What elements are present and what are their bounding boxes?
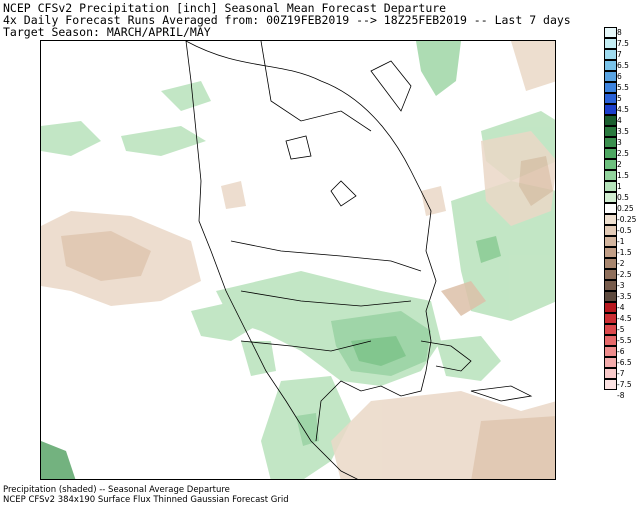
footer-line-1: Precipitation (shaded) -- Seasonal Avera… [3,485,230,495]
colorbar-tick-label: -2.5 [617,270,632,279]
colorbar-tick-label: -3.5 [617,292,632,301]
chart-title-line-2: 4x Daily Forecast Runs Averaged from: 00… [3,13,571,27]
footer-line-2: NCEP CFSv2 384x190 Surface Flux Thinned … [3,495,289,505]
colorbar-swatch [604,137,617,148]
colorbar-tick-label: 1.5 [617,171,629,180]
colorbar-tick-label: 6.5 [617,61,629,70]
colorbar-tick-label: -1 [617,237,625,246]
colorbar-tick-label: 5.5 [617,83,629,92]
colorbar-swatch [604,203,617,214]
colorbar-swatch [604,335,617,346]
colorbar-swatch [604,368,617,379]
colorbar-swatch [604,291,617,302]
colorbar-tick-label: -1.5 [617,248,632,257]
colorbar-tick-label: -5.5 [617,336,632,345]
colorbar-swatch [604,313,617,324]
colorbar-tick-label: -7.5 [617,380,632,389]
colorbar-tick-label: 3.5 [617,127,629,136]
colorbar-swatch [604,346,617,357]
colorbar-swatch [604,280,617,291]
colorbar-swatch [604,82,617,93]
colorbar-swatch [604,71,617,82]
colorbar-tick-label: -7 [617,369,625,378]
colorbar-swatch [604,302,617,313]
chart-title-line-3: Target Season: MARCH/APRIL/MAY [3,25,211,39]
colorbar-swatch [604,126,617,137]
colorbar-swatch [604,93,617,104]
colorbar-tick-label: 7.5 [617,39,629,48]
colorbar-tick-label: 2 [617,160,622,169]
colorbar-swatch [604,49,617,60]
colorbar-tick-label: -8 [617,391,625,400]
colorbar-tick-label: -3 [617,281,625,290]
colorbar-tick-label: -6 [617,347,625,356]
colorbar-swatch [604,192,617,203]
colorbar-swatch [604,27,617,38]
colorbar-swatch [604,269,617,280]
precipitation-map [40,40,556,480]
colorbar-swatch [604,148,617,159]
chart-title-line-1: NCEP CFSv2 Precipitation [inch] Seasonal… [3,1,447,15]
colorbar-swatch [604,60,617,71]
colorbar-swatch [604,170,617,181]
colorbar-tick-label: 5 [617,94,622,103]
colorbar-tick-label: 7 [617,50,622,59]
colorbar-swatch [604,357,617,368]
colorbar-tick-label: -0.25 [617,215,637,224]
colorbar-tick-label: -2 [617,259,625,268]
colorbar-tick-label: 3 [617,138,622,147]
colorbar-tick-label: -5 [617,325,625,334]
map-outlines [185,41,533,479]
map-canvas [41,41,555,479]
colorbar-tick-label: 8 [617,28,622,37]
colorbar-tick-label: 6 [617,72,622,81]
colorbar-tick-label: 4.5 [617,105,629,114]
colorbar-tick-label: -0.5 [617,226,632,235]
colorbar-tick-label: -4 [617,303,625,312]
colorbar-swatch [604,225,617,236]
colorbar-tick-label: 1 [617,182,622,191]
colorbar-swatch [604,258,617,269]
colorbar-swatch [604,104,617,115]
colorbar-tick-label: -4.5 [617,314,632,323]
colorbar-tick-label: 4 [617,116,622,125]
colorbar-swatch [604,159,617,170]
colorbar-tick-label: 2.5 [617,149,629,158]
colorbar-swatch [604,324,617,335]
colorbar-tick-label: -6.5 [617,358,632,367]
colorbar-swatch [604,214,617,225]
dry-anomaly-shading [41,41,555,479]
colorbar-swatch [604,38,617,49]
colorbar-swatch [604,115,617,126]
colorbar-swatch [604,379,617,390]
wet-anomaly-shading [41,41,555,479]
colorbar-swatch [604,181,617,192]
colorbar-swatch [604,236,617,247]
colorbar-tick-label: 0.5 [617,193,629,202]
colorbar-swatch [604,247,617,258]
colorbar-tick-label: 0.25 [617,204,634,213]
